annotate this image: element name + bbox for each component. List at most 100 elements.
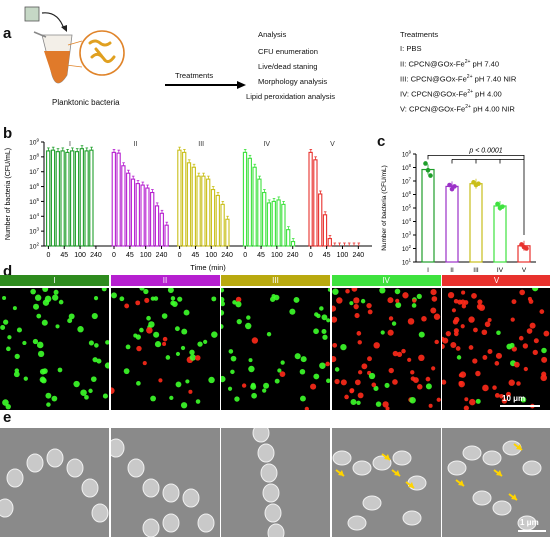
cell-dot bbox=[527, 296, 532, 301]
cell-dot bbox=[248, 358, 253, 363]
cell-dot bbox=[39, 376, 46, 383]
cell-dot bbox=[388, 367, 394, 374]
treatments-arrow-label: Treatments bbox=[175, 71, 214, 80]
panel-label-a: a bbox=[3, 25, 12, 42]
cell-dot bbox=[487, 349, 493, 354]
cell-dot bbox=[457, 299, 463, 305]
cell-dot bbox=[310, 383, 317, 390]
bar bbox=[210, 188, 216, 247]
y-tick-label: 101 bbox=[402, 258, 412, 267]
bacterium-cell bbox=[402, 510, 421, 526]
x-tick-label: III bbox=[473, 267, 479, 274]
cell-dot bbox=[472, 358, 478, 364]
cell-dot bbox=[293, 297, 300, 303]
bacterium-cell bbox=[162, 483, 179, 503]
bacterium-cell bbox=[522, 460, 542, 476]
cell-dot bbox=[384, 382, 390, 388]
cell-dot bbox=[55, 324, 60, 329]
cell-dot bbox=[407, 318, 414, 325]
cell-dot bbox=[34, 294, 42, 301]
cell-dot bbox=[41, 319, 48, 326]
bacterium-cell bbox=[347, 515, 366, 531]
cell-dot bbox=[357, 392, 364, 399]
cell-dot bbox=[39, 368, 46, 375]
bar bbox=[308, 151, 313, 247]
bar bbox=[225, 218, 230, 247]
bar bbox=[135, 183, 140, 247]
bar bbox=[290, 240, 296, 247]
cell-dot bbox=[143, 297, 149, 303]
cell-dot bbox=[367, 309, 373, 315]
cell-dot bbox=[386, 297, 393, 304]
bar bbox=[445, 185, 459, 263]
cell-dot bbox=[221, 324, 224, 329]
x-tick-label: I bbox=[427, 267, 429, 274]
bacterium-cell bbox=[447, 460, 467, 476]
cell-dot bbox=[210, 331, 218, 338]
cell-dot bbox=[235, 301, 242, 308]
cell-dot bbox=[442, 336, 445, 342]
cell-dot bbox=[529, 322, 536, 329]
data-point bbox=[425, 167, 431, 173]
cell-dot bbox=[313, 328, 319, 335]
y-axis-label: Number of bacteria (CFU/mL) bbox=[5, 148, 12, 240]
cell-dot bbox=[45, 392, 52, 399]
cell-dot bbox=[142, 361, 147, 366]
cell-dot bbox=[456, 355, 462, 360]
image-column-header: V bbox=[442, 275, 550, 286]
bacterium-cell bbox=[127, 458, 144, 478]
cell-dot bbox=[455, 346, 461, 351]
cell-dot bbox=[299, 368, 306, 375]
cell-dot bbox=[77, 326, 84, 333]
cell-dot bbox=[482, 384, 489, 392]
cell-dot bbox=[167, 288, 174, 294]
y-tick-label: 105 bbox=[29, 197, 39, 206]
x-tick-label: 240 bbox=[287, 252, 299, 259]
cell-dot bbox=[335, 297, 343, 304]
x-tick-label: V bbox=[522, 267, 527, 274]
cell-dot bbox=[150, 296, 155, 301]
x-tick-label: 100 bbox=[74, 252, 86, 259]
cell-dot bbox=[416, 293, 422, 299]
cell-dot bbox=[429, 289, 437, 296]
tube-illustration bbox=[24, 6, 125, 84]
cell-dot bbox=[451, 308, 457, 313]
cell-dot bbox=[378, 288, 385, 294]
cell-dot bbox=[331, 316, 337, 323]
group-label: II bbox=[134, 141, 138, 148]
cell-dot bbox=[326, 318, 330, 323]
cell-dot bbox=[436, 397, 441, 402]
panel-label-e: e bbox=[3, 409, 12, 426]
cell-dot bbox=[161, 313, 167, 319]
data-point bbox=[524, 246, 529, 251]
treatment-item: III: CPCN@GOx-Fe2+ pH 7.40 NIR bbox=[400, 74, 517, 84]
bar bbox=[215, 194, 220, 247]
cell-dot bbox=[331, 342, 337, 348]
cell-dot bbox=[134, 300, 140, 306]
bar bbox=[186, 162, 192, 247]
cell-dot bbox=[331, 356, 336, 363]
cell-dot bbox=[42, 288, 49, 293]
cell-dot bbox=[344, 288, 350, 294]
cell-dot bbox=[539, 309, 545, 315]
cell-dot bbox=[80, 389, 87, 396]
cell-dot bbox=[460, 324, 465, 329]
y-tick-label: 105 bbox=[402, 204, 412, 213]
x-tick-label: 0 bbox=[309, 252, 313, 259]
cell-dot bbox=[391, 379, 398, 385]
cell-dot bbox=[452, 319, 459, 325]
cell-dot bbox=[388, 316, 393, 321]
cell-dot bbox=[366, 356, 372, 362]
cell-dot bbox=[230, 369, 235, 375]
cell-dot bbox=[348, 301, 353, 306]
cell-dot bbox=[170, 296, 175, 301]
bacterium-cell bbox=[372, 455, 391, 471]
zoom-circle bbox=[79, 30, 125, 76]
group-label: III bbox=[198, 141, 204, 148]
cell-dot bbox=[202, 339, 207, 344]
cell-dot bbox=[280, 360, 285, 365]
bar bbox=[177, 149, 182, 247]
cell-dot bbox=[138, 288, 145, 291]
cell-dot bbox=[187, 389, 192, 394]
cell-dot bbox=[453, 331, 459, 337]
